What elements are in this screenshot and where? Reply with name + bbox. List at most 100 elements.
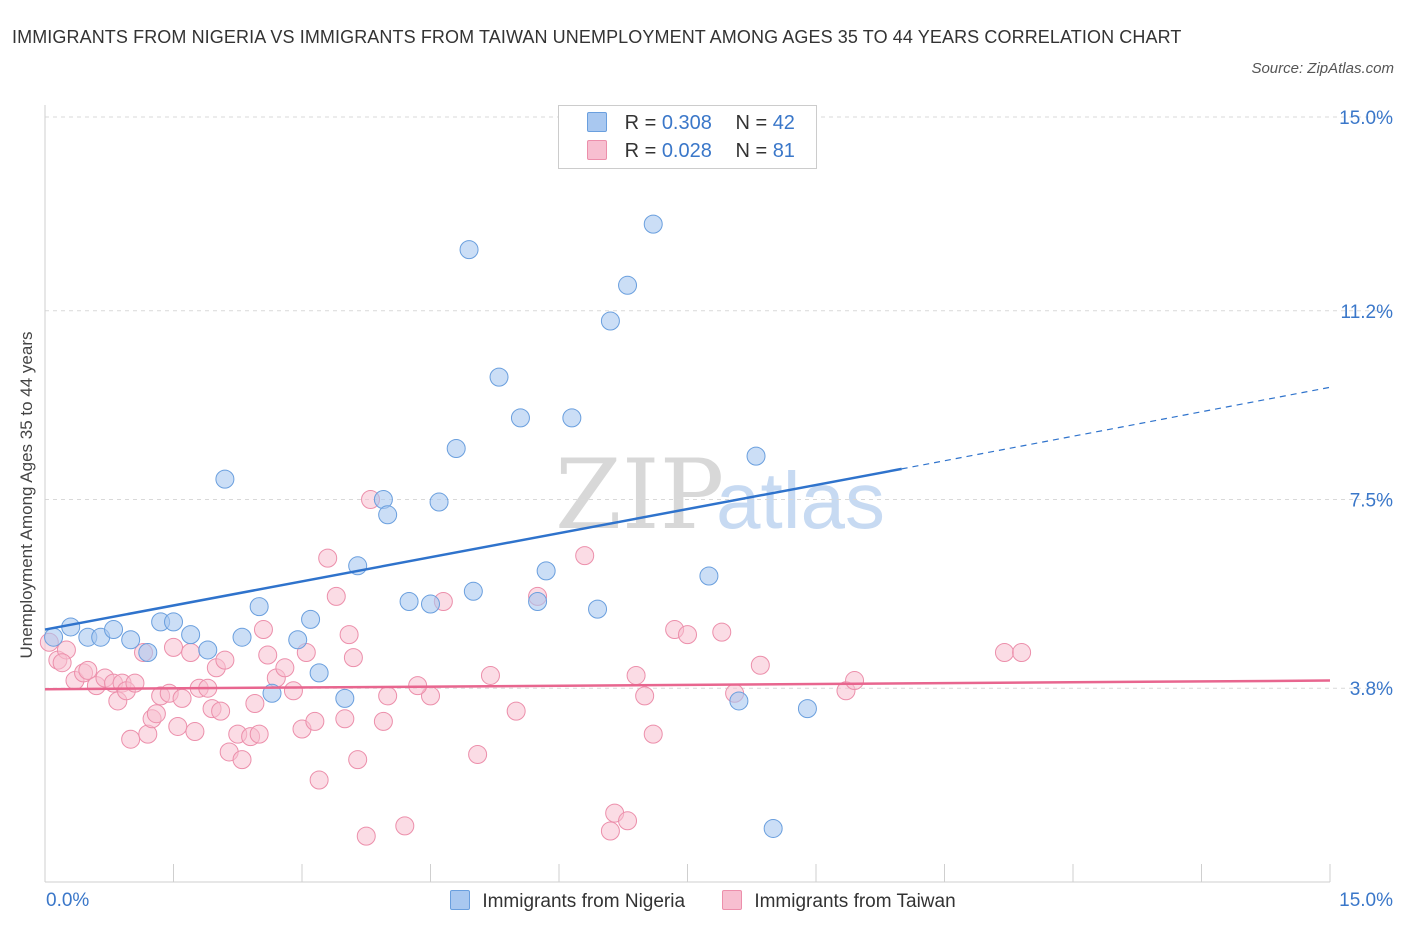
taiwan-point (335, 709, 355, 729)
legend-row-taiwan: R = 0.028 N = 81 (587, 140, 795, 164)
taiwan-point (232, 750, 252, 770)
nigeria-point (699, 566, 719, 586)
taiwan-point (356, 826, 376, 846)
taiwan-point (253, 620, 273, 640)
taiwan-swatch (587, 140, 607, 160)
taiwan-point (343, 648, 363, 668)
nigeria-point (121, 630, 141, 650)
taiwan-point (378, 686, 398, 706)
legend-label-taiwan: Immigrants from Taiwan (754, 891, 956, 912)
nigeria-point (181, 625, 201, 645)
taiwan-point (283, 681, 303, 701)
legend-n-label: N = (735, 140, 773, 162)
correlation-legend: R = 0.308 N = 42 R = 0.028 N = 81 (558, 105, 817, 169)
taiwan-point (52, 653, 72, 673)
gridlines (45, 116, 1390, 689)
nigeria-point (763, 818, 783, 838)
legend-item-taiwan[interactable]: Immigrants from Taiwan (722, 890, 956, 913)
y-tick-label: 3.8% (1350, 679, 1393, 700)
series-legend: Immigrants from Nigeria Immigrants from … (0, 890, 1406, 913)
legend-item-nigeria[interactable]: Immigrants from Nigeria (450, 890, 685, 913)
taiwan-point (215, 650, 235, 670)
legend-label-nigeria: Immigrants from Nigeria (482, 891, 686, 912)
taiwan-point (575, 546, 595, 566)
taiwan-point (309, 770, 329, 790)
taiwan-point (750, 655, 770, 675)
taiwan-point (305, 711, 325, 731)
taiwan-point (164, 637, 183, 657)
nigeria-point (335, 688, 355, 708)
nigeria-point (138, 643, 158, 662)
y-tick-labels: 3.8% 7.5% 11.2% 15.0% (1339, 108, 1393, 700)
nigeria-point (562, 408, 582, 428)
nigeria-swatch (450, 890, 471, 910)
y-tick-label: 7.5% (1350, 491, 1393, 512)
taiwan-point (181, 643, 201, 662)
nigeria-point (232, 627, 252, 647)
taiwan-trend-line (44, 679, 1331, 691)
nigeria-point (643, 214, 663, 234)
x-tick-max: 15.0% (1339, 890, 1393, 911)
taiwan-point (275, 658, 295, 678)
taiwan-point (168, 716, 188, 736)
taiwan-point (468, 745, 488, 764)
nigeria-point (459, 240, 479, 260)
taiwan-swatch (722, 890, 743, 910)
taiwan-point (211, 701, 231, 721)
taiwan-point (373, 711, 393, 731)
legend-n-label: N = (735, 112, 773, 134)
axes (44, 105, 1331, 883)
taiwan-point (712, 622, 732, 642)
taiwan-point (845, 671, 865, 691)
taiwan-point (78, 660, 98, 680)
taiwan-point (994, 643, 1014, 662)
taiwan-point (245, 694, 265, 713)
legend-row-nigeria: R = 0.308 N = 42 (587, 112, 795, 136)
nigeria-point (249, 597, 269, 617)
taiwan-point (339, 625, 359, 645)
nigeria-point (746, 446, 766, 466)
nigeria-point (618, 275, 638, 295)
nigeria-point (301, 609, 321, 629)
taiwan-point (626, 665, 646, 685)
source-label: Source: ZipAtlas.com (1251, 60, 1394, 77)
y-tick-label: 11.2% (1341, 302, 1394, 323)
taiwan-point (146, 704, 166, 724)
y-tick-label: 15.0% (1339, 108, 1393, 129)
nigeria-point (288, 630, 308, 650)
taiwan-point (395, 816, 415, 836)
nigeria-point (536, 561, 556, 581)
taiwan-point (600, 821, 620, 841)
taiwan-point (121, 729, 141, 749)
nigeria-trend-line (44, 467, 902, 631)
taiwan-point (480, 665, 500, 685)
nigeria-point (378, 505, 398, 525)
legend-r-value-nigeria: 0.308 (661, 112, 712, 134)
taiwan-point (185, 722, 205, 742)
x-tick-min: 0.0% (46, 890, 90, 911)
taiwan-point (635, 686, 655, 706)
nigeria-points (44, 214, 817, 838)
watermark: ZIP atlas (555, 439, 885, 551)
legend-r-label: R = (624, 112, 662, 134)
nigeria-point (44, 627, 64, 647)
nigeria-point (797, 699, 817, 719)
nigeria-point (588, 599, 608, 619)
taiwan-point (1012, 643, 1032, 662)
nigeria-point (446, 439, 466, 458)
nigeria-trend-extension (901, 386, 1331, 470)
nigeria-point (421, 594, 440, 614)
nigeria-point (510, 408, 530, 428)
legend-n-value-nigeria: 42 (772, 112, 795, 134)
taiwan-point (643, 724, 663, 744)
taiwan-point (172, 688, 192, 708)
taiwan-point (326, 586, 346, 606)
legend-r-label: R = (624, 140, 662, 162)
legend-r-value-taiwan: 0.028 (661, 140, 712, 162)
taiwan-point (506, 701, 526, 721)
watermark-zip: ZIP (555, 439, 724, 551)
taiwan-point (618, 811, 638, 831)
nigeria-point (489, 367, 509, 387)
nigeria-point (215, 469, 235, 489)
